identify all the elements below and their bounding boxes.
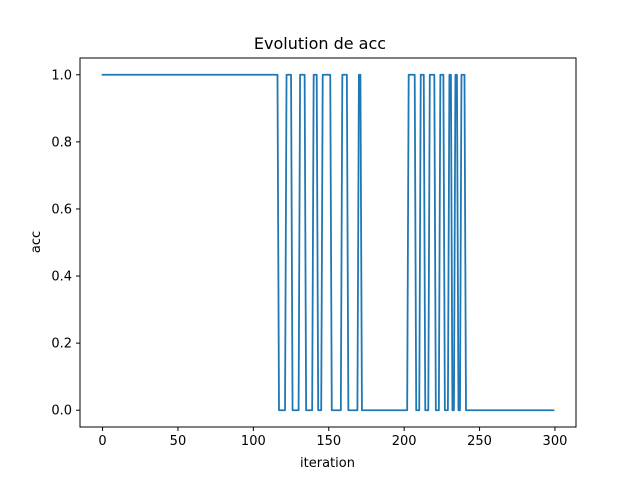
y-tick-label: 0.4	[51, 270, 72, 285]
x-tick-label: 150	[316, 434, 341, 449]
plot-area: 0 50 100 150 200 250 300 0.0 0.2 0.4 0.6 0.8 1.0	[51, 57, 577, 449]
x-tick-label: 200	[392, 434, 417, 449]
x-tick-label: 100	[241, 434, 266, 449]
y-tick-label: 0.0	[51, 404, 72, 419]
y-tick-label: 0.6	[51, 202, 72, 217]
x-tick-label: 0	[98, 434, 106, 449]
y-tick-label: 0.2	[51, 337, 72, 352]
x-tick-label: 300	[543, 434, 568, 449]
series-line-0	[101, 73, 555, 412]
y-axis-label: acc	[29, 231, 44, 253]
x-axis-label: iteration	[300, 456, 355, 471]
y-tick-label: 0.8	[51, 135, 72, 150]
chart-title: Evolution de acc	[254, 34, 386, 53]
axes-frame	[79, 57, 577, 428]
x-tick-label: 50	[170, 434, 187, 449]
x-tick-label: 250	[467, 434, 492, 449]
y-tick-label: 1.0	[51, 68, 72, 83]
